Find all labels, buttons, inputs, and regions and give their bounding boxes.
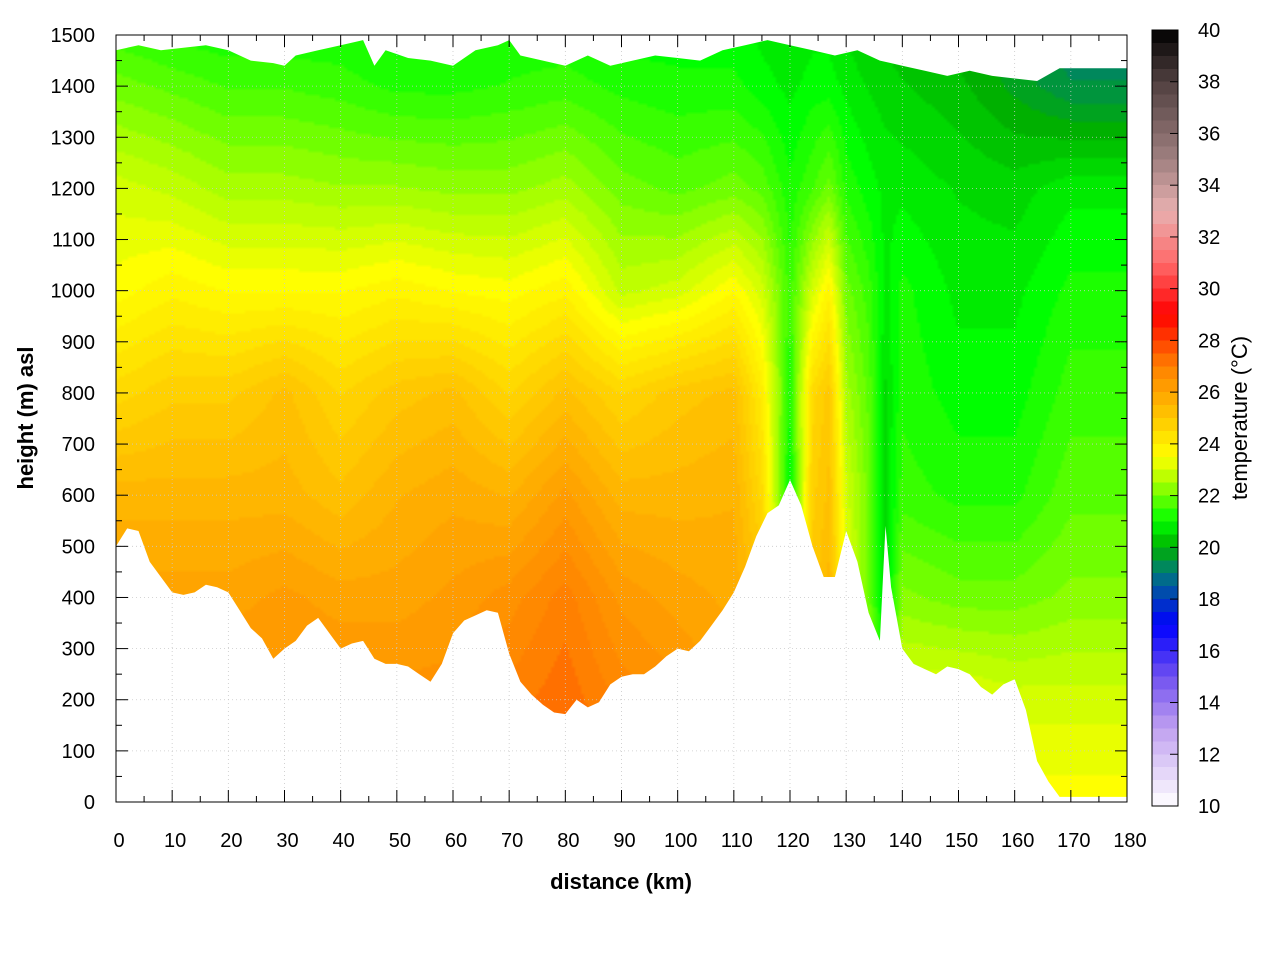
colorbar-tick-label: 12 <box>1198 744 1220 766</box>
colorbar-tick-label: 10 <box>1198 796 1220 818</box>
colorbar-tick-label: 30 <box>1198 279 1220 301</box>
colorbar-gradient <box>1151 29 1179 807</box>
x-axis: 0 10 20 30 40 50 60 70 80 90 100 110 120 130 140 150 160… <box>113 35 1147 852</box>
x-tick-label: 60 <box>445 830 467 852</box>
colorbar-tick-label: 26 <box>1198 382 1220 404</box>
colorbar-tick-label: 34 <box>1198 175 1220 197</box>
x-tick-label: 140 <box>889 830 922 852</box>
y-tick-label: 1400 <box>51 76 96 98</box>
colorbar-tick-label: 16 <box>1198 641 1220 663</box>
x-tick-label: 130 <box>832 830 865 852</box>
x-tick-label: 100 <box>664 830 697 852</box>
y-axis: 0 100 200 300 400 500 600 700 800 900 1000 1100 1200… <box>51 25 1127 814</box>
x-tick-label: 110 <box>721 830 753 852</box>
y-tick-label: 1100 <box>52 230 95 252</box>
y-tick-label: 600 <box>62 485 95 507</box>
x-axis-title: distance (km) <box>550 869 692 894</box>
colorbar-tick-label: 20 <box>1198 537 1220 559</box>
y-tick-label: 300 <box>62 639 95 661</box>
colorbar: 10 12 14 16 18 20 22 24 26 28 30 32 34 36 38 40 tempera… <box>1151 20 1252 818</box>
y-tick-label: 1200 <box>51 178 96 200</box>
x-tick-label: 20 <box>220 830 242 852</box>
colorbar-tick-label: 22 <box>1198 486 1220 508</box>
x-tick-label: 70 <box>501 830 523 852</box>
x-tick-label: 50 <box>389 830 411 852</box>
colorbar-tick-label: 28 <box>1198 330 1220 352</box>
y-axis-title: height (m) asl <box>13 346 38 489</box>
grid <box>116 35 1127 802</box>
y-tick-label: 900 <box>62 332 95 354</box>
colorbar-tick-label: 38 <box>1198 72 1220 94</box>
colorbar-tick-label: 18 <box>1198 589 1220 611</box>
y-tick-label: 0 <box>84 792 95 814</box>
x-tick-label: 90 <box>613 830 635 852</box>
x-tick-label: 150 <box>945 830 978 852</box>
y-tick-label: 700 <box>62 434 95 456</box>
colorbar-tick-label: 14 <box>1198 693 1220 715</box>
x-tick-label: 10 <box>164 830 186 852</box>
y-tick-label: 500 <box>62 536 95 558</box>
x-tick-label: 80 <box>557 830 579 852</box>
colorbar-tick-label: 32 <box>1198 227 1220 249</box>
x-tick-label: 170 <box>1057 830 1090 852</box>
x-tick-label: 40 <box>333 830 355 852</box>
x-tick-label: 160 <box>1001 830 1034 852</box>
y-tick-label: 800 <box>62 383 95 405</box>
y-tick-label: 1000 <box>51 281 96 303</box>
y-tick-label: 200 <box>62 690 95 712</box>
colorbar-title: temperature (°C) <box>1227 336 1252 500</box>
x-tick-label: 180 <box>1113 830 1146 852</box>
y-tick-label: 100 <box>62 741 95 763</box>
y-tick-label: 400 <box>62 587 95 609</box>
colorbar-tick-label: 24 <box>1198 434 1220 456</box>
y-tick-label: 1300 <box>51 127 96 149</box>
y-tick-label: 1500 <box>51 25 96 47</box>
x-tick-label: 0 <box>113 830 124 852</box>
x-tick-label: 30 <box>276 830 298 852</box>
colorbar-tick-label: 40 <box>1198 20 1220 42</box>
x-tick-label: 120 <box>776 830 809 852</box>
colorbar-tick-label: 36 <box>1198 123 1220 145</box>
colorbar-ticks: 10 12 14 16 18 20 22 24 26 28 30 32 34 36 38 40 <box>1170 20 1220 818</box>
